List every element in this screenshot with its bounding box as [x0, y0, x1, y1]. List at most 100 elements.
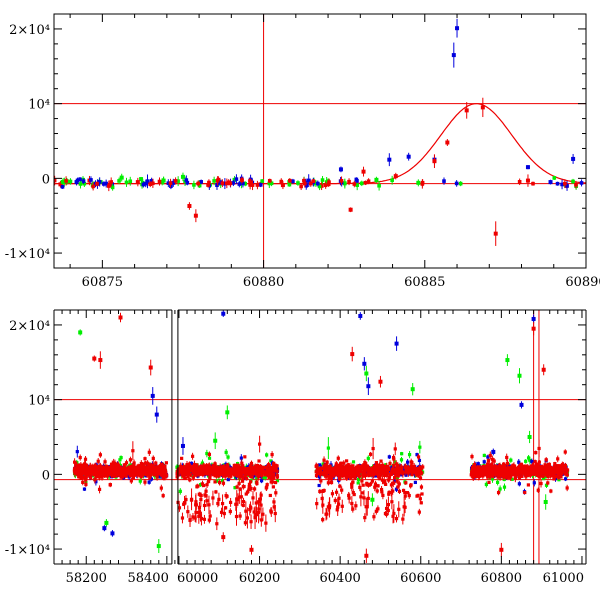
data-point-red	[225, 495, 228, 498]
data-point-red	[239, 514, 242, 517]
data-point-green	[400, 458, 403, 461]
data-point-red	[194, 503, 197, 506]
data-point-red	[481, 105, 485, 109]
data-point-blue	[185, 178, 189, 182]
data-point-red	[221, 502, 224, 505]
data-point-red	[183, 474, 186, 477]
data-point-red	[211, 496, 214, 499]
data-point-red	[264, 522, 267, 525]
data-point-red	[199, 498, 202, 501]
data-point-green	[374, 178, 378, 182]
data-point-red	[162, 494, 165, 497]
data-point-red	[403, 505, 406, 508]
data-point-blue	[259, 183, 263, 187]
data-point-red	[241, 464, 244, 467]
data-point-red	[267, 463, 270, 466]
data-point-red	[210, 470, 213, 473]
data-point-red	[494, 232, 498, 236]
data-point-red	[124, 467, 127, 470]
data-point-red	[191, 466, 194, 469]
data-point-green	[552, 176, 556, 180]
data-point-red	[99, 453, 102, 456]
data-point-red	[268, 179, 272, 183]
data-point-red	[465, 108, 469, 112]
data-point-red	[260, 494, 263, 497]
data-point-red	[242, 471, 245, 474]
data-point-red	[331, 492, 334, 495]
data-point-blue	[82, 179, 86, 183]
data-point-red	[115, 464, 118, 467]
data-point-red	[214, 490, 217, 493]
data-point-red	[244, 510, 247, 513]
data-point-red	[148, 451, 151, 454]
data-point-blue	[549, 180, 553, 184]
data-point-red	[91, 185, 95, 189]
data-point-green	[571, 180, 575, 184]
data-point-red	[152, 473, 155, 476]
data-point-red	[148, 182, 152, 186]
data-point-blue	[455, 26, 459, 30]
data-point-blue	[442, 179, 446, 183]
data-point-red	[97, 460, 100, 463]
data-point-red	[218, 481, 221, 484]
data-point-red	[259, 470, 262, 473]
data-point-red	[255, 482, 258, 485]
data-point-red	[347, 180, 351, 184]
data-point-red	[138, 467, 141, 470]
data-point-red	[217, 498, 220, 501]
data-point-red	[242, 485, 245, 488]
data-point-red	[95, 471, 98, 474]
data-point-blue	[526, 165, 530, 169]
data-point-red	[208, 453, 211, 456]
data-point-green	[360, 182, 364, 186]
data-point-red	[354, 504, 357, 507]
data-point-red	[266, 468, 269, 471]
data-point-green	[416, 181, 420, 185]
data-point-red	[109, 483, 112, 486]
data-point-green	[120, 176, 124, 180]
data-point-red	[107, 472, 110, 475]
data-point-red	[257, 475, 260, 478]
data-point-blue	[414, 481, 417, 484]
data-point-red	[203, 518, 206, 521]
data-point-red	[227, 180, 231, 184]
data-point-red	[244, 521, 247, 524]
data-point-blue	[580, 181, 584, 185]
data-point-red	[163, 476, 166, 479]
data-point-red	[249, 507, 252, 510]
data-point-red	[309, 182, 313, 186]
data-point-red	[392, 456, 395, 459]
data-point-green	[265, 453, 268, 456]
data-point-blue	[78, 177, 82, 181]
data-point-green	[343, 181, 347, 185]
x-tick-label: 60880	[243, 275, 284, 290]
data-point-red	[131, 449, 134, 452]
data-point-red	[186, 510, 189, 513]
data-point-red	[274, 481, 277, 484]
data-point-blue	[235, 177, 239, 181]
data-point-red	[160, 486, 163, 489]
data-point-red	[220, 511, 223, 514]
data-point-red	[213, 480, 216, 483]
data-point-red	[267, 473, 270, 476]
data-point-red	[242, 500, 245, 503]
data-point-red	[156, 475, 159, 478]
data-point-red	[190, 498, 193, 501]
data-point-red	[187, 204, 191, 208]
data-point-red	[155, 471, 158, 474]
data-point-red	[194, 214, 198, 218]
data-point-red	[223, 512, 226, 515]
data-point-green	[139, 480, 142, 483]
data-point-red	[398, 490, 401, 493]
data-point-red	[208, 518, 211, 521]
data-point-red	[574, 183, 578, 187]
data-point-red	[98, 488, 101, 491]
data-point-red	[191, 455, 194, 458]
data-point-blue	[571, 157, 575, 161]
data-point-red	[103, 472, 106, 475]
data-point-red	[130, 479, 133, 482]
data-point-red	[90, 471, 93, 474]
data-point-red	[362, 170, 366, 174]
data-point-red	[279, 180, 283, 184]
